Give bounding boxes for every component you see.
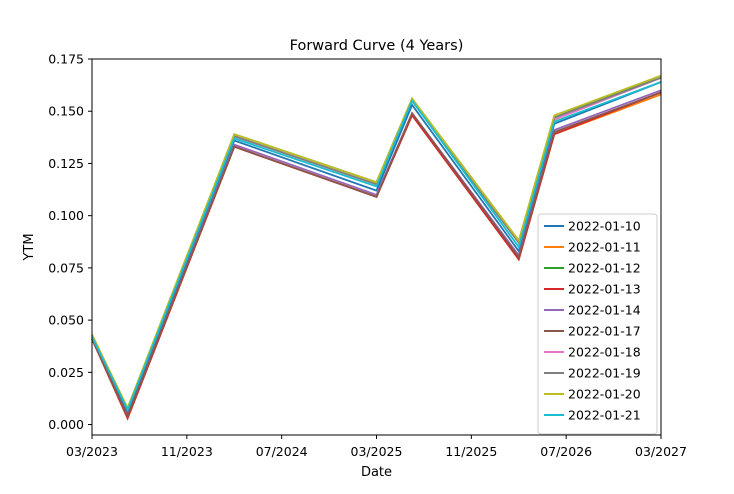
legend-label: 2022-01-21 [568, 408, 641, 423]
y-tick-label: 0.150 [48, 104, 84, 119]
series-line-2022-01-17 [91, 91, 662, 419]
legend-label: 2022-01-13 [568, 282, 641, 297]
series-lines [91, 74, 662, 421]
legend-label: 2022-01-17 [568, 324, 641, 339]
legend: 2022-01-10 2022-01-11 2022-01-12 2022-01-13… [537, 213, 658, 435]
y-tick-label: 0.050 [48, 313, 84, 328]
legend-label: 2022-01-14 [568, 303, 641, 318]
x-tick-label: 07/2024 [256, 444, 308, 459]
y-tick-label: 0.075 [48, 260, 84, 275]
legend-label: 2022-01-19 [568, 366, 641, 381]
legend-label: 2022-01-11 [568, 240, 641, 255]
y-tick-label: 0.000 [48, 417, 84, 432]
legend-box [537, 213, 658, 435]
axis-ticks: 03/2023 11/2023 07/2024 03/2025 11/2025 07/20… [48, 52, 687, 460]
x-tick-label: 03/2025 [351, 444, 403, 459]
y-tick-label: 0.175 [48, 52, 84, 67]
x-tick-label: 11/2025 [445, 444, 497, 459]
series-line-2022-01-21 [91, 81, 662, 413]
chart-title: Forward Curve (4 Years) [290, 38, 464, 54]
y-tick-label: 0.125 [48, 156, 84, 171]
legend-label: 2022-01-10 [568, 219, 641, 234]
x-tick-label: 03/2027 [635, 444, 687, 459]
y-axis-label: YTM [22, 233, 37, 261]
x-tick-label: 07/2026 [540, 444, 592, 459]
legend-label: 2022-01-18 [568, 345, 641, 360]
x-tick-label: 11/2023 [161, 444, 213, 459]
y-tick-label: 0.100 [48, 208, 84, 223]
legend-label: 2022-01-12 [568, 261, 641, 276]
plot-frame [91, 58, 662, 436]
y-tick-label: 0.025 [48, 365, 84, 380]
x-axis-label: Date [361, 465, 392, 480]
legend-label: 2022-01-20 [568, 387, 641, 402]
x-tick-label: 03/2023 [66, 444, 118, 459]
